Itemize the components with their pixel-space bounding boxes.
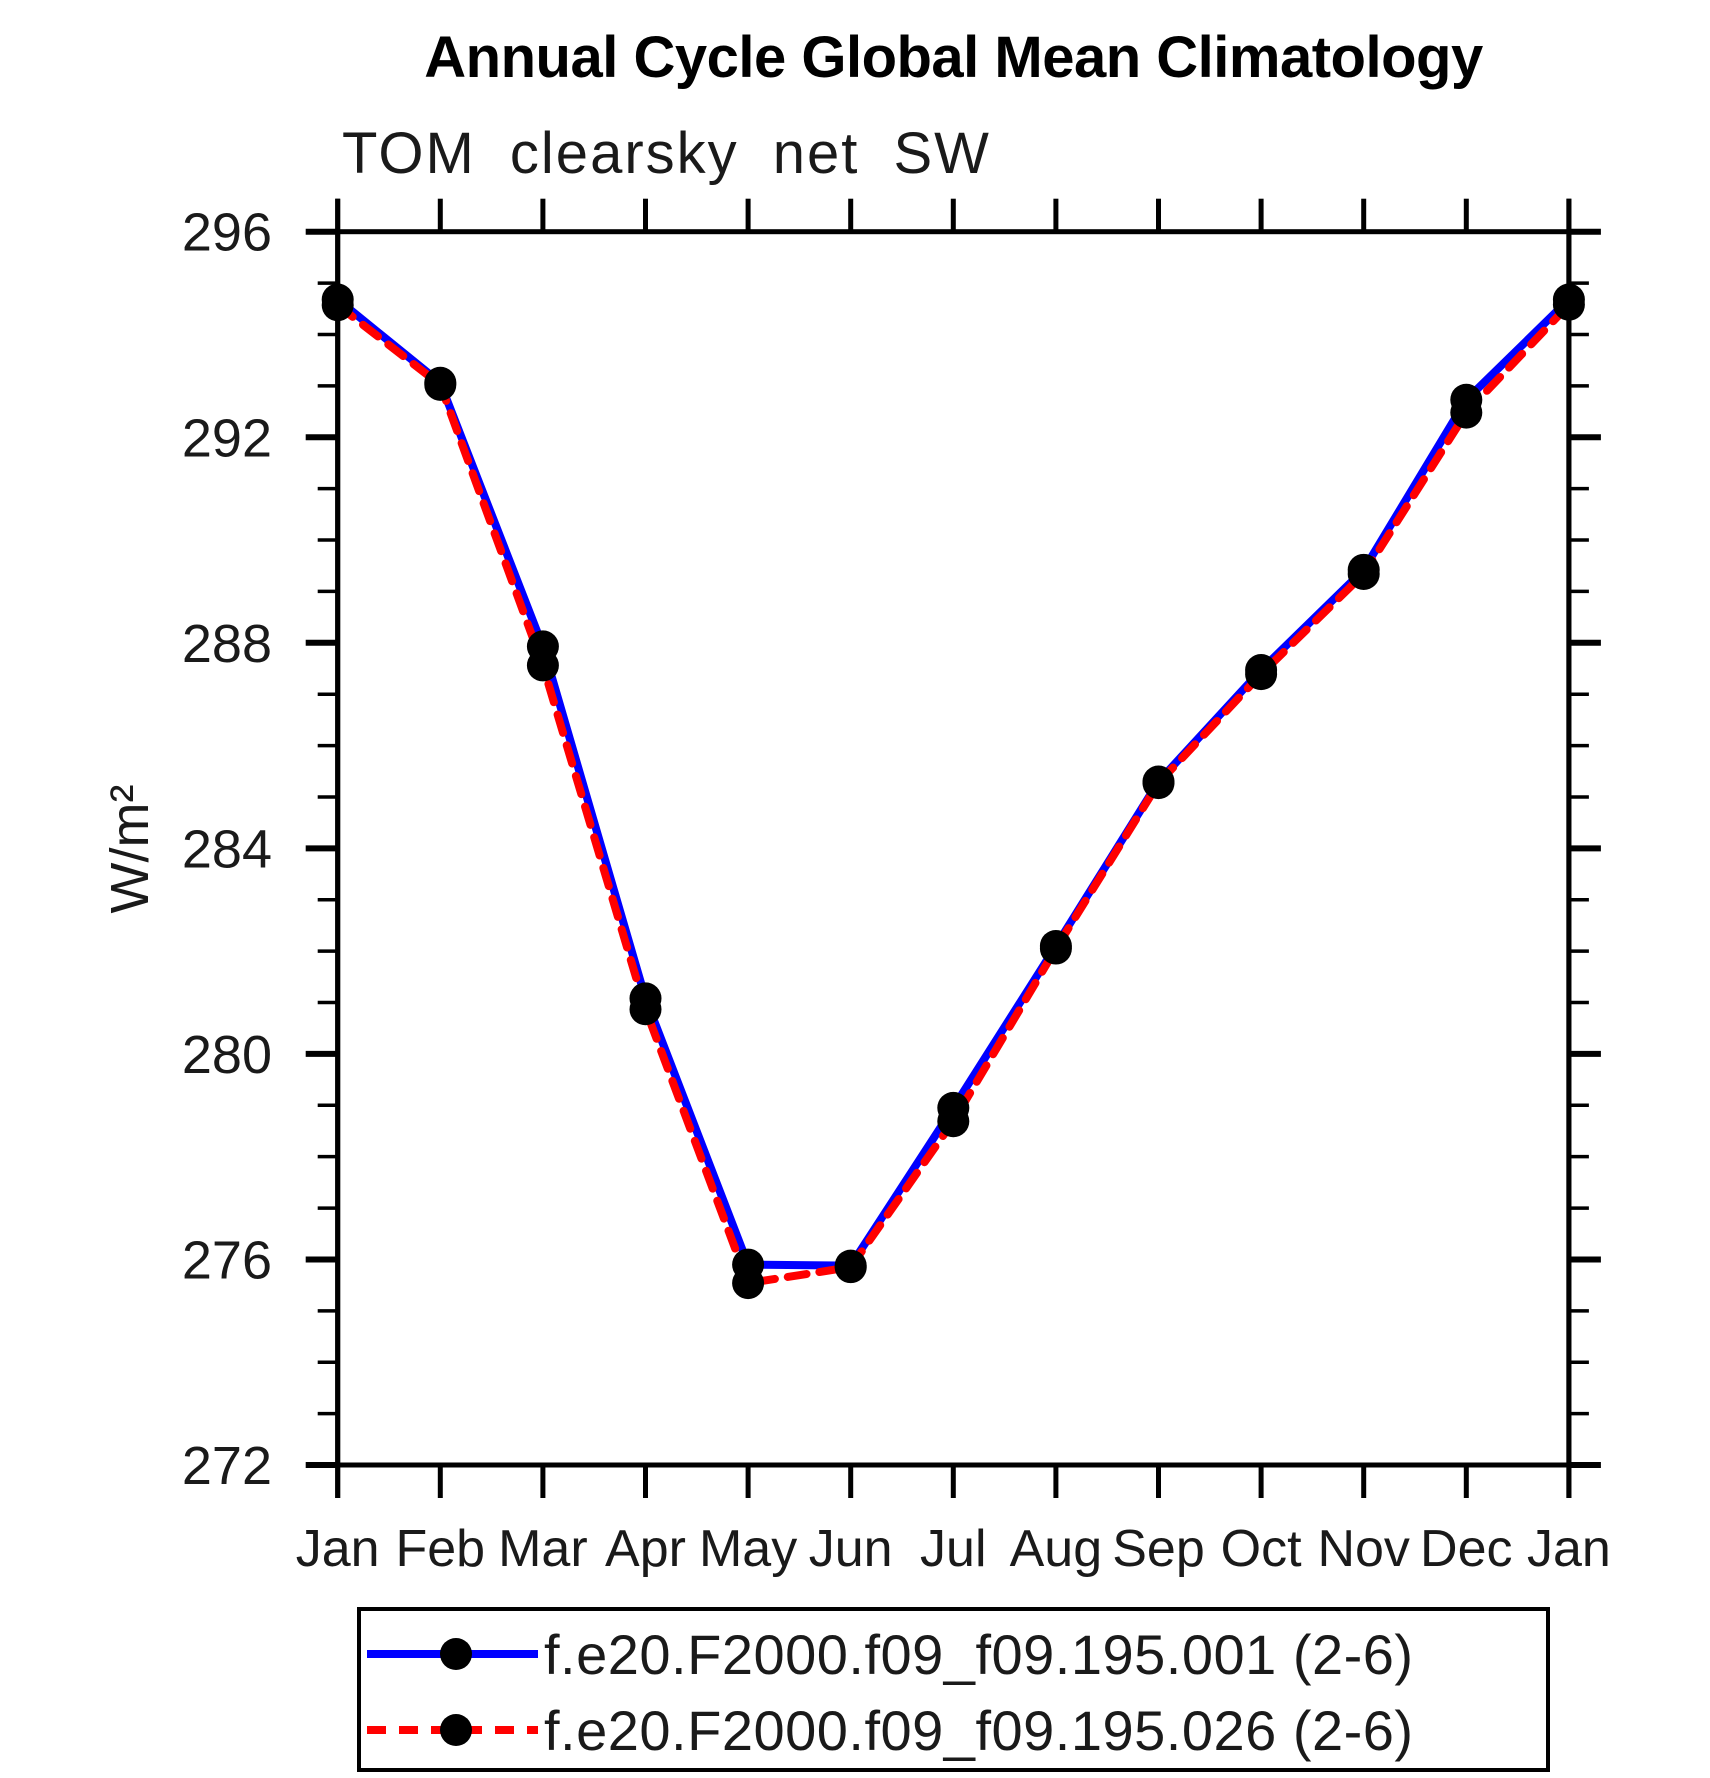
data-point-series2 (424, 368, 457, 401)
x-axis-tick-label: Mar (498, 1520, 588, 1578)
data-point-series2 (1552, 288, 1585, 321)
data-point-series2 (629, 993, 662, 1026)
y-axis-tick-label: 284 (182, 819, 272, 879)
x-axis-tick-label: Apr (605, 1520, 686, 1578)
chart-subtitle: TOM clearsky net SW (342, 121, 991, 186)
chart-title: Annual Cycle Global Mean Climatology (424, 25, 1483, 90)
data-point-series2 (1039, 932, 1072, 965)
legend-entry-series2: f.e20.F2000.f09_f09.195.026 (2-6) (361, 1693, 1546, 1768)
legend-marker-dot (440, 1638, 472, 1670)
x-axis-tick-label: Aug (1010, 1520, 1103, 1578)
x-axis-tick-label: May (699, 1520, 797, 1578)
plot-frame (335, 229, 1572, 1468)
data-point-series2 (1347, 557, 1380, 590)
legend-entry-series1: f.e20.F2000.f09_f09.195.001 (2-6) (361, 1617, 1546, 1692)
data-point-series2 (834, 1251, 867, 1284)
data-point-series2 (1142, 767, 1175, 800)
data-point-series2 (321, 289, 354, 322)
legend: f.e20.F2000.f09_f09.195.001 (2-6) f.e20.… (357, 1607, 1550, 1772)
y-axis-tick-label: 276 (182, 1230, 272, 1290)
x-axis-tick-label: Jan (296, 1520, 380, 1578)
x-axis-tick-label: Oct (1221, 1520, 1302, 1578)
legend-marker-dot (440, 1714, 472, 1746)
legend-label-series1: f.e20.F2000.f09_f09.195.001 (2-6) (544, 1623, 1414, 1686)
x-axis-tick-label: Feb (395, 1520, 485, 1578)
y-axis-tick-label: 292 (182, 408, 272, 468)
y-axis-tick-label: 272 (182, 1436, 272, 1496)
x-axis-tick-label: Jan (1527, 1520, 1611, 1578)
x-axis-tick-label: Nov (1317, 1520, 1409, 1578)
legend-sample-solid-line (367, 1638, 538, 1670)
x-axis-tick-label: Jul (920, 1520, 986, 1578)
x-axis-tick-label: Dec (1420, 1520, 1512, 1578)
y-axis-tick-label: 280 (182, 1025, 272, 1085)
legend-sample-dashed-line (367, 1714, 538, 1746)
data-point-series2 (1245, 658, 1278, 691)
data-point-series2 (732, 1267, 765, 1300)
data-point-series2 (1450, 396, 1483, 429)
y-axis-tick-label: 288 (182, 614, 272, 674)
x-axis-tick-label: Sep (1112, 1520, 1205, 1578)
data-point-series2 (526, 649, 559, 682)
legend-label-series2: f.e20.F2000.f09_f09.195.026 (2-6) (544, 1699, 1414, 1762)
x-axis-tick-label: Jun (809, 1520, 893, 1578)
data-point-series2 (937, 1105, 970, 1138)
y-axis-tick-label: 296 (182, 203, 272, 263)
